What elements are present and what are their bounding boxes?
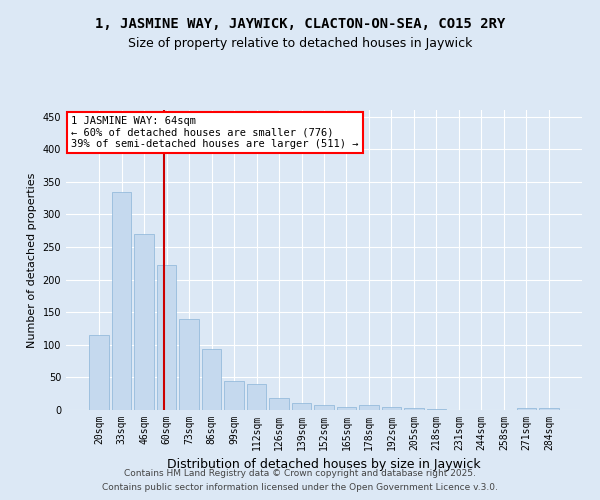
Bar [89, 335, 109, 410]
Bar [404, 408, 424, 410]
Bar [539, 408, 559, 410]
Bar [292, 404, 311, 410]
Y-axis label: Number of detached properties: Number of detached properties [27, 172, 37, 348]
Bar [179, 318, 199, 410]
Text: Contains public sector information licensed under the Open Government Licence v.: Contains public sector information licen… [102, 484, 498, 492]
Text: Contains HM Land Registry data © Crown copyright and database right 2025.: Contains HM Land Registry data © Crown c… [124, 468, 476, 477]
Bar [112, 192, 131, 410]
Bar [359, 405, 379, 410]
Bar [134, 234, 154, 410]
Bar [382, 406, 401, 410]
Bar [269, 398, 289, 410]
Bar [224, 382, 244, 410]
Bar [314, 406, 334, 410]
Bar [517, 408, 536, 410]
Bar [202, 350, 221, 410]
Bar [247, 384, 266, 410]
Text: Size of property relative to detached houses in Jaywick: Size of property relative to detached ho… [128, 38, 472, 51]
Text: 1, JASMINE WAY, JAYWICK, CLACTON-ON-SEA, CO15 2RY: 1, JASMINE WAY, JAYWICK, CLACTON-ON-SEA,… [95, 18, 505, 32]
X-axis label: Distribution of detached houses by size in Jaywick: Distribution of detached houses by size … [167, 458, 481, 471]
Bar [337, 406, 356, 410]
Text: 1 JASMINE WAY: 64sqm
← 60% of detached houses are smaller (776)
39% of semi-deta: 1 JASMINE WAY: 64sqm ← 60% of detached h… [71, 116, 359, 149]
Bar [157, 265, 176, 410]
